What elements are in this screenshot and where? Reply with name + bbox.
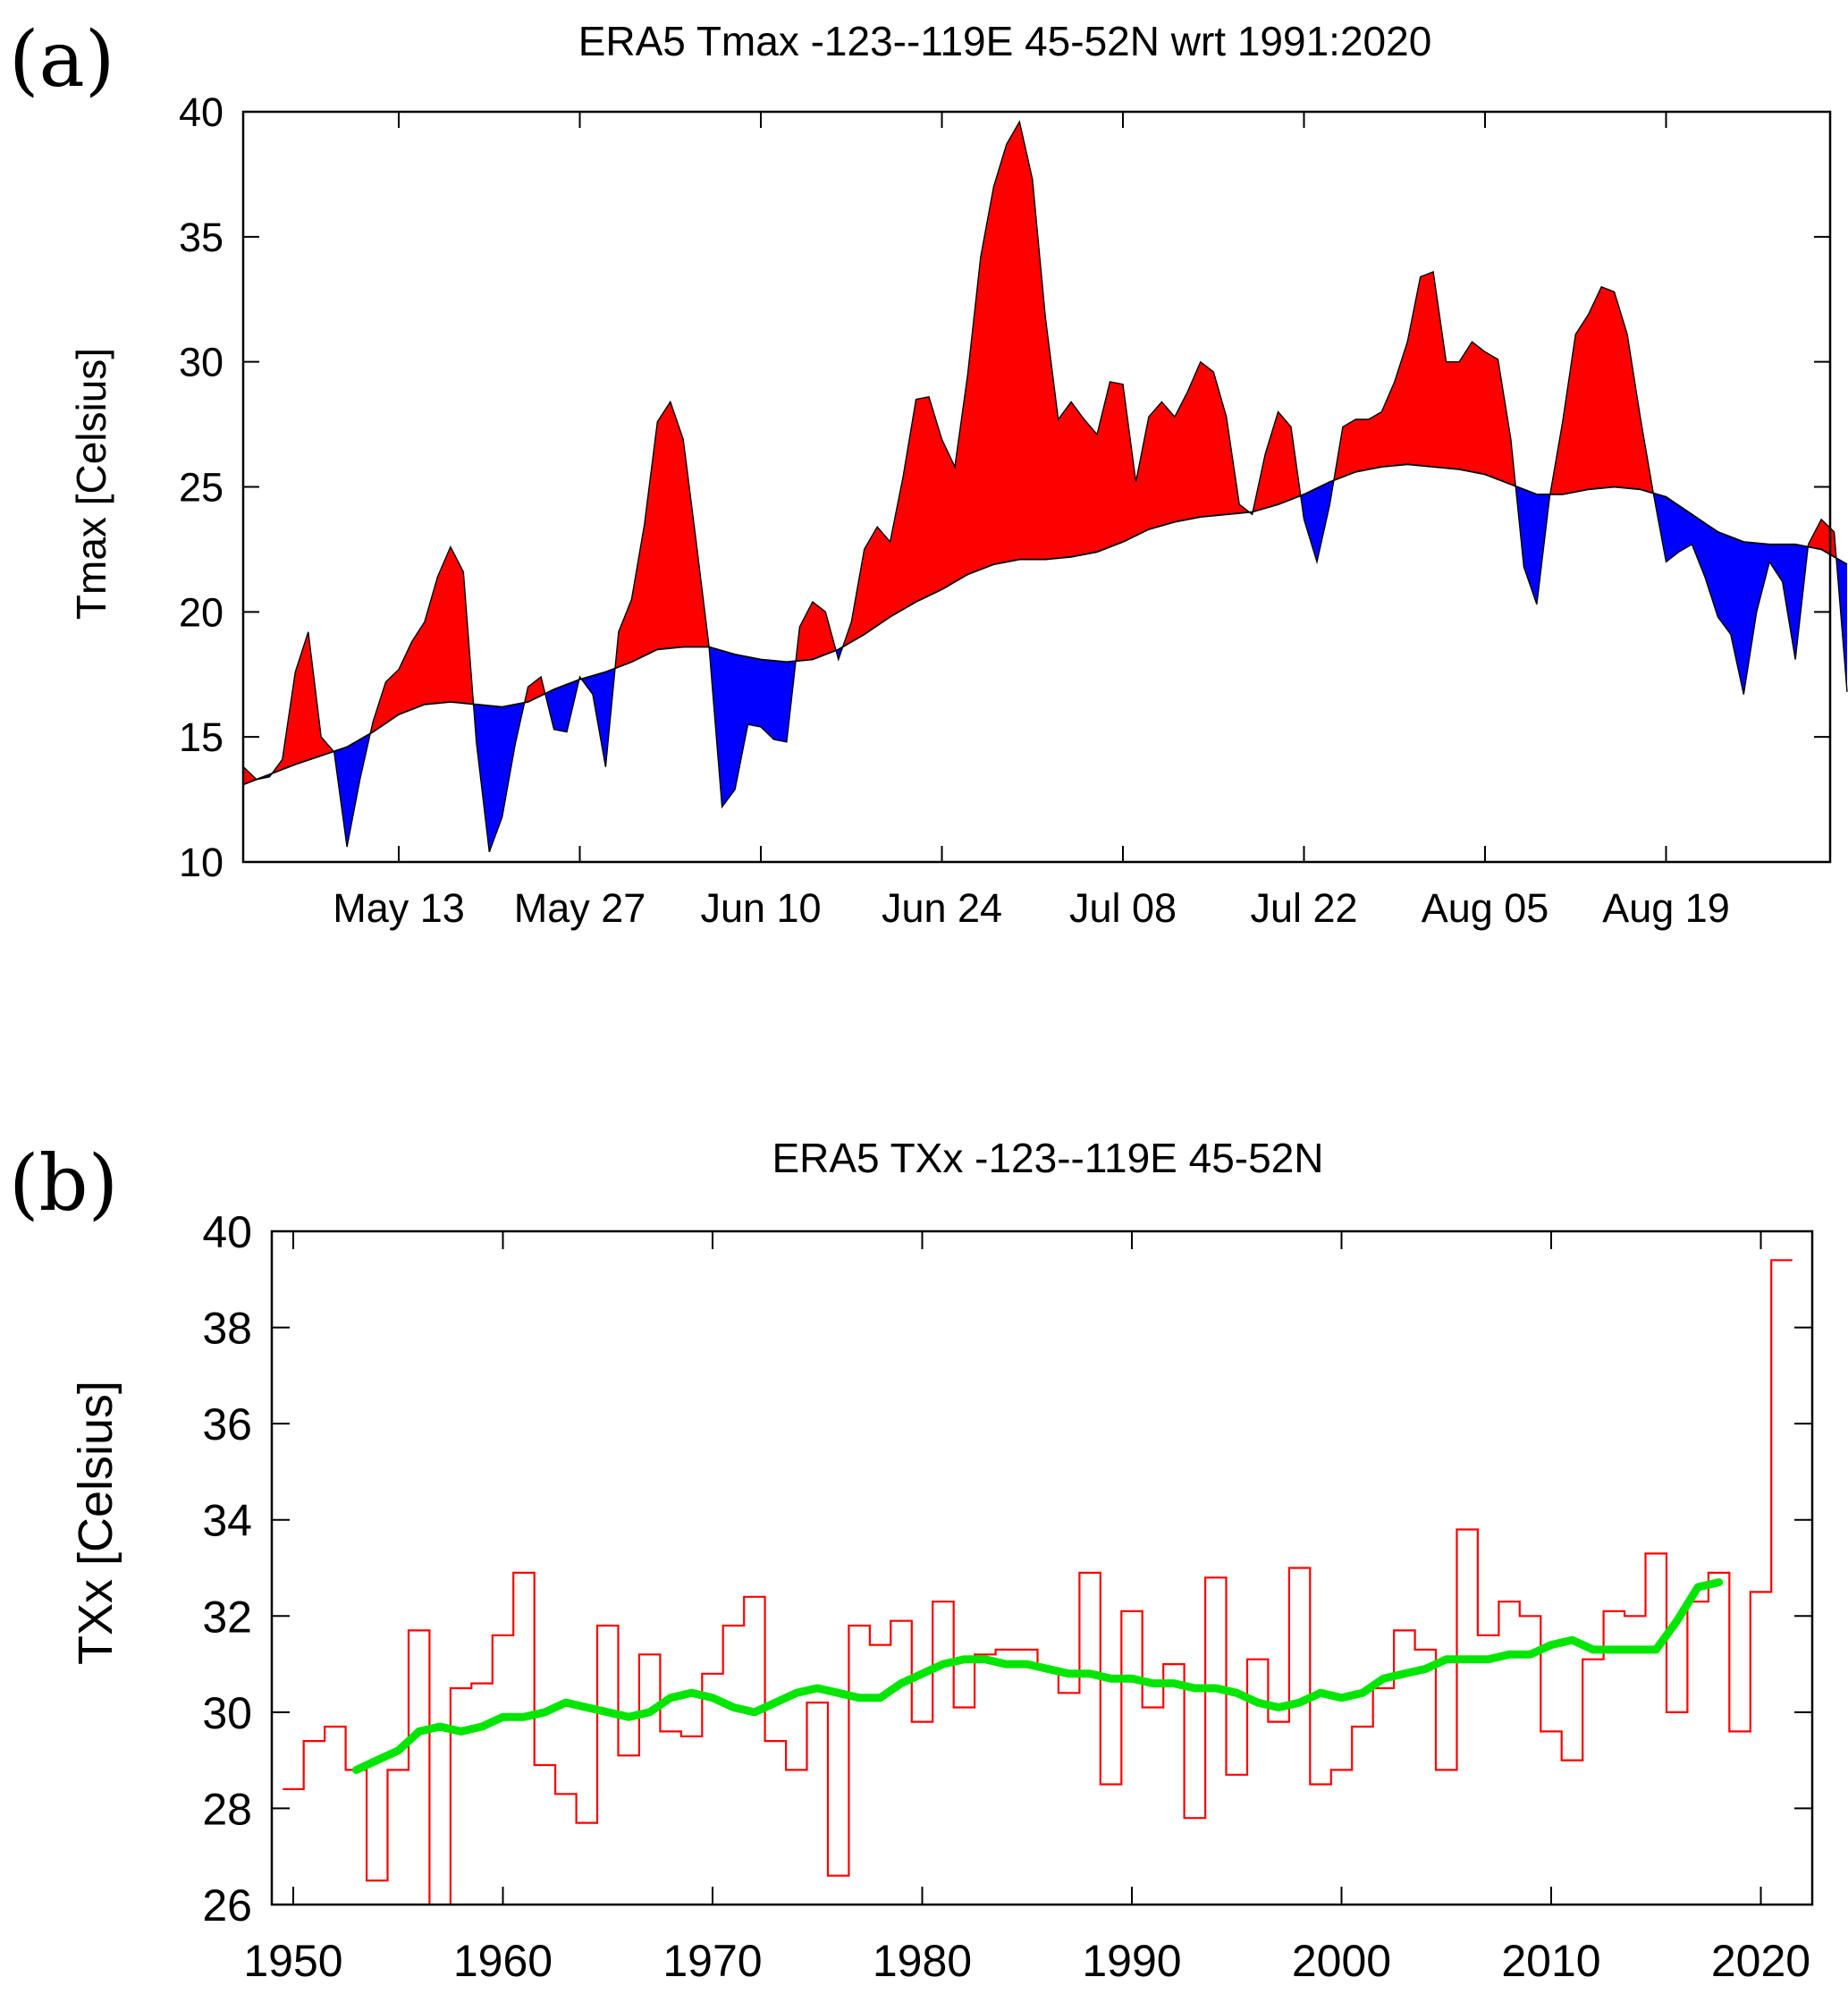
y-tick-label: 26 xyxy=(202,1880,252,1931)
x-tick-label: 2010 xyxy=(1501,1936,1600,1986)
y-tick-label: 30 xyxy=(179,340,224,385)
x-tick-label: May 13 xyxy=(333,885,465,931)
x-tick-label: Jul 08 xyxy=(1069,885,1177,931)
y-tick-label: 35 xyxy=(179,215,224,260)
x-tick-label: 1960 xyxy=(453,1936,553,1986)
warm-anomaly-area xyxy=(842,122,1250,647)
y-tick-label: 38 xyxy=(202,1304,252,1354)
warm-anomaly-area xyxy=(1808,519,1836,559)
panel-a-y-axis-title: Tmax [Celsius] xyxy=(68,348,114,620)
warm-anomaly-area xyxy=(796,602,836,662)
x-tick-label: Jun 24 xyxy=(882,885,1002,931)
panel-b-plot-frame xyxy=(270,1229,1814,1906)
y-tick-label: 36 xyxy=(202,1399,252,1449)
cold-anomaly-area xyxy=(581,668,615,767)
warm-anomaly-area xyxy=(370,546,474,734)
warm-anomaly-area xyxy=(615,401,710,669)
cold-anomaly-area xyxy=(544,680,579,732)
panel-b-title: ERA5 TXx -123--119E 45-52N xyxy=(772,1135,1323,1181)
panel-a-title: ERA5 Tmax -123--119E 45-52N wrt 1991:202… xyxy=(578,18,1432,64)
x-tick-label: 2000 xyxy=(1292,1936,1391,1986)
panel-b-y-axis-title: TXx [Celsius] xyxy=(69,1381,122,1665)
cold-anomaly-area xyxy=(1653,493,1809,695)
x-tick-label: 2020 xyxy=(1711,1936,1810,1986)
panel-a: (a) ERA5 Tmax -123--119E 45-52N wrt 1991… xyxy=(9,15,1848,931)
y-tick-label: 34 xyxy=(202,1496,252,1546)
panel-a-axes: 10 15 20 25 30 35 40 May 13 May 27 Jun 10 Jun 24 Ju… xyxy=(179,89,1830,931)
x-tick-label: Jun 10 xyxy=(700,885,821,931)
y-tick-label: 10 xyxy=(179,840,224,885)
panel-a-label: (a) xyxy=(9,15,114,105)
panel-a-lines xyxy=(242,120,1848,853)
y-tick-label: 32 xyxy=(202,1592,252,1642)
warm-anomaly-area xyxy=(524,677,545,703)
running-mean-line xyxy=(351,1578,1724,1774)
x-tick-label: May 27 xyxy=(514,885,646,931)
panel-b-lines xyxy=(283,1259,1793,1905)
cold-anomaly-area xyxy=(1515,486,1550,604)
y-tick-label: 15 xyxy=(179,714,224,760)
y-tick-label: 40 xyxy=(202,1207,252,1257)
annual-txx-steps xyxy=(283,1259,1793,1905)
x-tick-label: 1970 xyxy=(662,1936,762,1986)
x-tick-label: Aug 05 xyxy=(1422,885,1549,931)
x-tick-label: 1990 xyxy=(1082,1936,1181,1986)
y-tick-label: 28 xyxy=(202,1784,252,1834)
climatology-line xyxy=(243,463,1848,786)
panel-a-plot-frame xyxy=(241,110,1832,864)
warm-anomaly-area xyxy=(1333,272,1516,486)
x-tick-label: 1950 xyxy=(243,1936,342,1986)
warm-anomaly-area xyxy=(272,631,334,773)
y-tick-label: 20 xyxy=(179,589,224,635)
warm-anomaly-area xyxy=(1549,286,1654,494)
x-tick-label: Aug 19 xyxy=(1602,885,1730,931)
cold-anomaly-area xyxy=(473,702,525,852)
y-tick-label: 40 xyxy=(179,89,224,135)
cold-anomaly-area xyxy=(1300,480,1334,562)
x-tick-label: Jul 22 xyxy=(1250,885,1357,931)
cold-anomaly-area xyxy=(333,733,371,848)
y-tick-label: 25 xyxy=(179,465,224,511)
daily-tmax-line xyxy=(242,120,1848,853)
cold-anomaly-area xyxy=(709,646,797,807)
warm-anomaly-area xyxy=(1253,411,1301,512)
panel-b: (b) ERA5 TXx -123--119E 45-52N TXx [Cels… xyxy=(9,1135,1814,1986)
panel-b-label: (b) xyxy=(9,1139,118,1229)
y-tick-label: 30 xyxy=(202,1688,252,1738)
x-tick-label: 1980 xyxy=(873,1936,972,1986)
panel-b-axes: 26 28 30 32 34 36 38 40 1950 1960 1970 1980 1990 2000… xyxy=(202,1207,1812,1986)
